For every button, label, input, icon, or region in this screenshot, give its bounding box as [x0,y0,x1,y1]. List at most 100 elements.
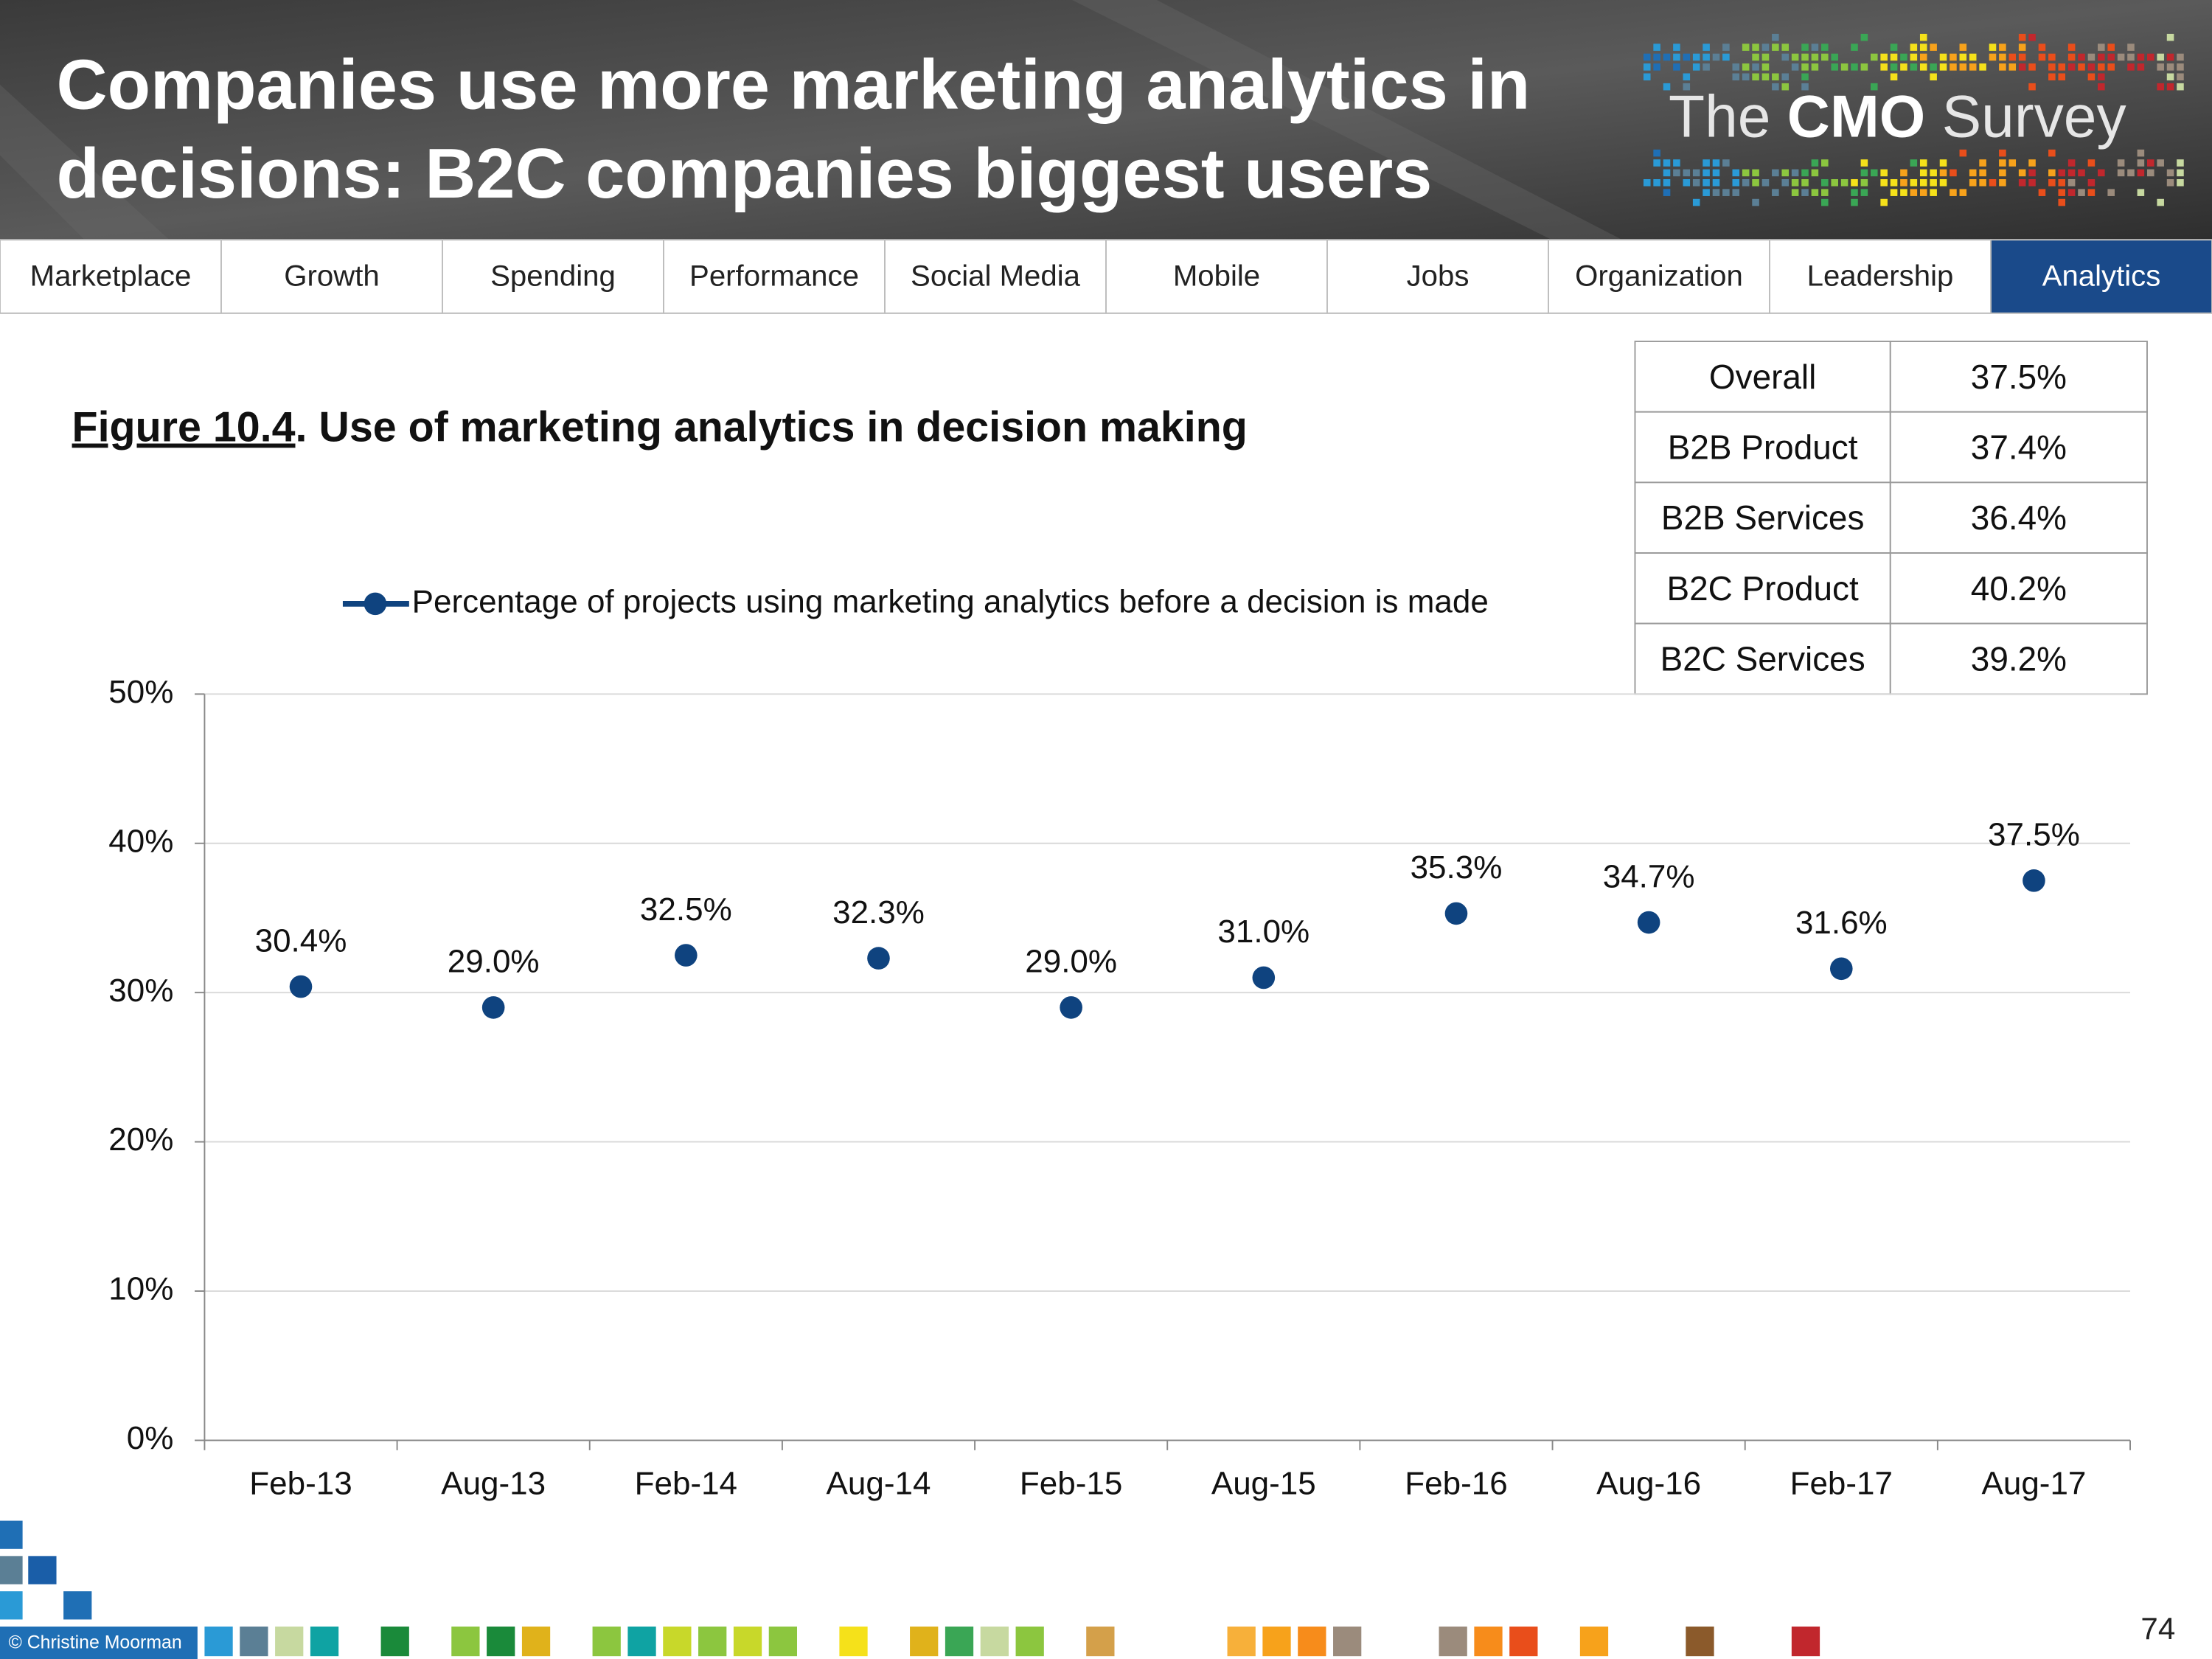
nav-tab-label[interactable]: Marketplace [30,260,192,293]
nav-tab[interactable] [663,239,886,314]
footer-square [1333,1626,1362,1657]
table-cell-text: B2B Services [1661,498,1865,537]
data-point [1060,996,1082,1019]
nav-tab[interactable] [1990,239,2212,314]
nav-tab[interactable] [442,239,664,314]
logo-pixel [1772,169,1779,177]
nav-tab-label[interactable]: Mobile [1173,260,1260,293]
logo-pixel [1772,33,1779,41]
logo-pixel [2067,159,2076,167]
logo-pixel [1761,73,1770,81]
logo-pixel [1870,83,1878,91]
logo-pixel [1900,63,1907,71]
logo-pixel [1900,189,1907,196]
logo-pixel [2067,178,2076,187]
footer-squares [204,1626,1820,1657]
footer-band [0,1626,198,1659]
logo-text: The CMO Survey [1669,84,2126,150]
y-tick-label: 50% [108,674,173,710]
nav-tab-label[interactable]: Performance [689,260,859,293]
logo-pixel [2127,53,2135,61]
logo-pixel [2058,63,2066,71]
logo-pixel [1703,169,1710,177]
logo-pixel [1663,53,1671,61]
page-number: 74 [2140,1611,2175,1646]
logo-pixel [1989,53,1997,61]
x-tick-label: Feb-15 [1020,1465,1122,1501]
logo-pixel [2117,169,2125,177]
logo-pixel [2146,53,2154,61]
logo-pixel [2008,159,2017,167]
nav-tab-label[interactable]: Leadership [1807,260,1954,293]
logo-pixel [1880,53,1888,61]
logo-pixel [2137,169,2145,177]
logo-pixel [1781,44,1790,51]
logo-pixel [1930,169,1937,177]
logo-pixel [1772,73,1779,81]
logo-pixel [2018,53,2026,61]
legend-label: Percentage of projects using marketing a… [412,584,1489,620]
logo-pixel [2098,44,2105,51]
nav-tab-label[interactable]: Social Media [911,260,1081,293]
logo-pixel [2157,159,2164,167]
logo-pixel [1692,63,1700,71]
nav-tab[interactable] [1326,239,1549,314]
x-tick-label: Aug-14 [827,1465,931,1501]
logo-pixel [1999,159,2006,167]
logo-pixel [2028,159,2036,167]
data-label: 35.3% [1411,849,1503,886]
logo-pixel [1801,73,1809,81]
figure-caption: . Use of marketing analytics in decision… [296,404,1248,451]
logo-pixel [1890,44,1898,51]
logo-pixel [1919,63,1927,71]
logo-pixel [1811,169,1819,177]
logo-pixel [1919,169,1927,177]
logo-pixel [2127,44,2135,51]
logo-pixel [1801,169,1809,177]
chart: 0% 10% 20% 30% 40% 50% Feb-13 Aug-13 Feb-14 Aug-1… [108,584,2131,1501]
logo-pixel [2157,53,2164,61]
logo-pixel [1811,53,1819,61]
logo-pixel [1752,178,1759,187]
data-point [675,944,698,967]
logo-pixel [2008,53,2017,61]
logo-pixel [2157,198,2164,206]
nav-tab[interactable] [1105,239,1328,314]
logo-pixel [2137,159,2145,167]
nav-tab[interactable] [1548,239,1770,314]
logo-pixel [1683,53,1691,61]
nav-tab[interactable] [1769,239,1992,314]
logo-pixel [1663,169,1671,177]
logo-pixel [1831,53,1838,61]
nav-tab-label[interactable]: Growth [284,260,379,293]
logo-pixel [1939,178,1947,187]
data-point [867,947,890,970]
nav-tab-label[interactable]: Jobs [1407,260,1470,293]
logo-pixel [2146,169,2154,177]
logo-pixel [1950,53,1957,61]
header-decoration [1072,0,1623,240]
logo-pixel [2098,169,2105,177]
logo-pixel [1821,44,1829,51]
nav-tab-label[interactable]: Spending [490,260,616,293]
logo-pixel [1653,53,1660,61]
logo-pixel [1811,44,1819,51]
nav-tab[interactable] [884,239,1107,314]
logo-pixel [1781,53,1790,61]
footer-square [627,1626,656,1657]
nav-tab-label[interactable]: Organization [1575,260,1743,293]
logo-pixel [1999,63,2006,71]
x-tick-label: Feb-14 [635,1465,737,1501]
nav-tab[interactable] [220,239,443,314]
logo-pixel [1910,44,1918,51]
logo-pixel [1683,169,1691,177]
logo-pixel [1742,73,1750,81]
logo-pixel [1653,44,1660,51]
logo-pixel [1781,83,1790,91]
nav-tab-label[interactable]: Analytics [2042,260,2161,293]
logo-pixel [1742,178,1750,187]
y-tick-label: 20% [108,1121,173,1158]
nav-tab[interactable] [0,239,222,314]
